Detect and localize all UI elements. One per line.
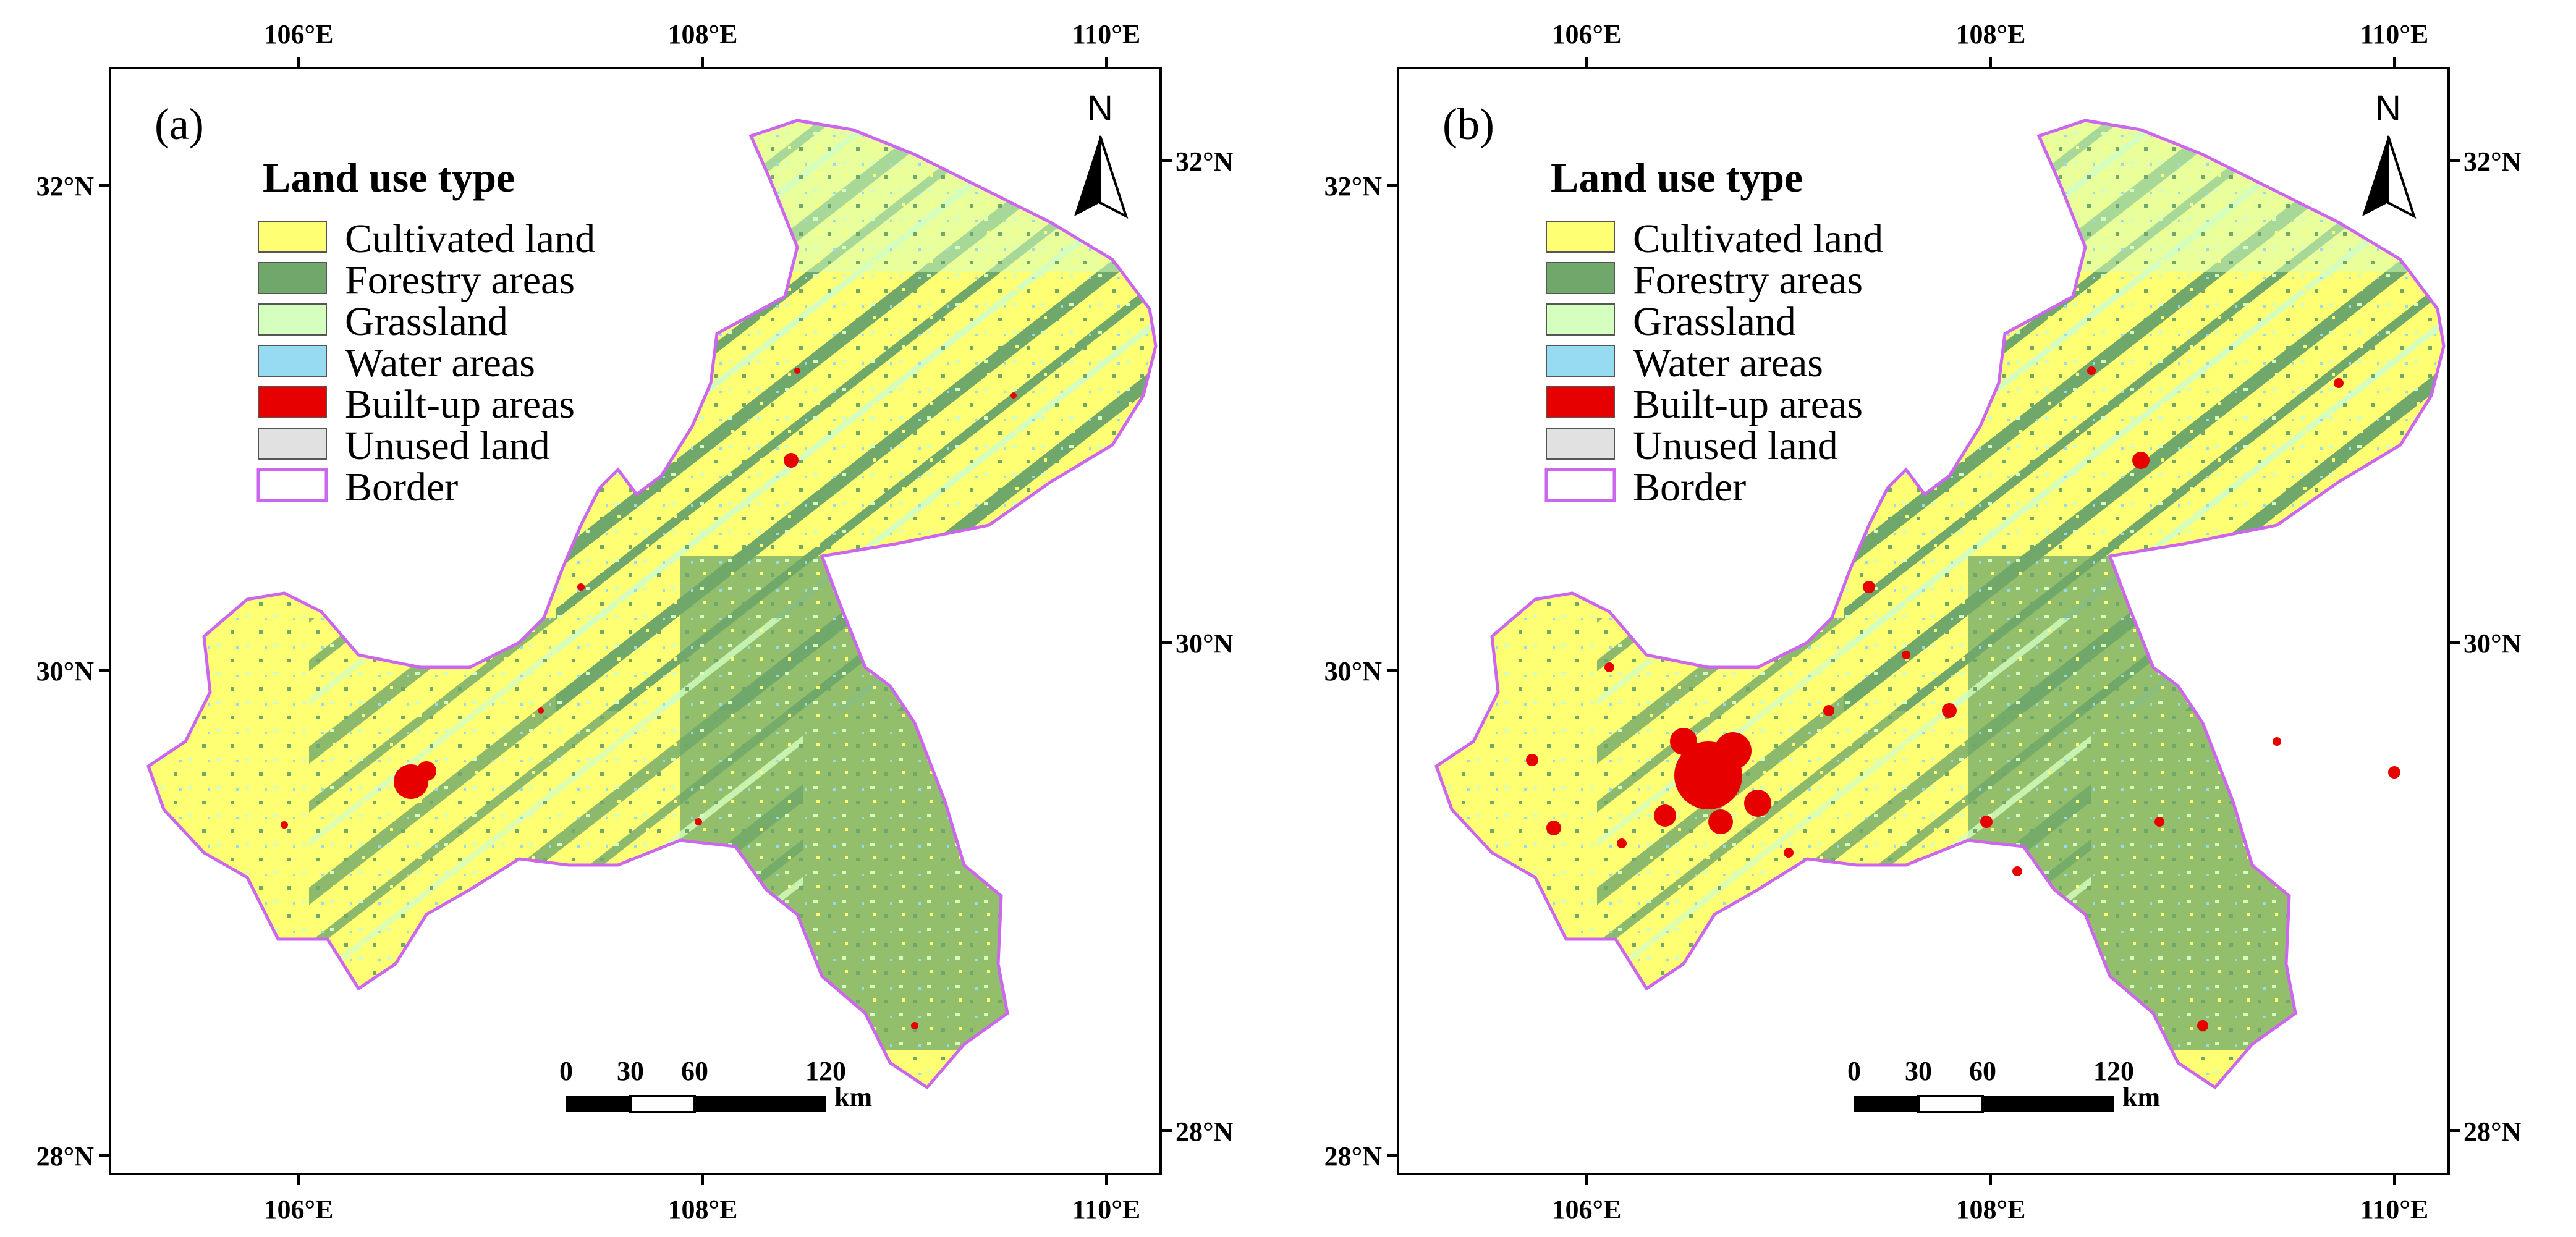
legend-item-grassland: Grassland	[345, 299, 508, 344]
legend-item-unused: Unused land	[345, 423, 550, 468]
lat-tick-left-2: 30°N	[36, 656, 95, 686]
map-svg-b: 106°E 108°E 110°E 106°E 108°E 110°E 32°N…	[1324, 19, 2522, 1225]
scale-bar	[1854, 1095, 2114, 1113]
lat-tick-right-2: 30°N	[2464, 628, 2522, 659]
legend-item-forestry: Forestry areas	[1633, 258, 1863, 303]
legend-swatch-built-up	[1546, 386, 1615, 418]
legend-item-border: Border	[345, 465, 458, 510]
legend-swatch-cultivated	[1546, 221, 1615, 253]
legend-item-forestry: Forestry areas	[345, 258, 575, 303]
legend-item-water: Water areas	[345, 340, 535, 386]
lat-tick-left-2: 30°N	[1324, 656, 1383, 686]
scale-tick-60: 60	[1969, 1056, 1996, 1086]
legend-swatch-built-up	[258, 386, 327, 418]
panel-label: (b)	[1443, 99, 1494, 149]
legend-item-water: Water areas	[1633, 340, 1823, 386]
lat-tick-right-3: 28°N	[1176, 1117, 1234, 1147]
lon-tick-bottom-3: 110°E	[1072, 1194, 1141, 1225]
lat-tick-right-2: 30°N	[1176, 628, 1234, 659]
panel-label: (a)	[155, 99, 204, 149]
lat-tick-right-1: 32°N	[1176, 146, 1234, 177]
frame-ticks	[99, 57, 1172, 1185]
legend-swatch-border	[256, 468, 328, 502]
lat-tick-left-1: 32°N	[36, 171, 95, 201]
built-up-patches	[281, 368, 1017, 1029]
legend-item-border: Border	[1633, 465, 1746, 510]
legend-swatch-grassland	[258, 303, 327, 336]
legend-title: Land use type	[1551, 154, 1803, 201]
legend-item-grassland: Grassland	[1633, 299, 1796, 344]
lon-tick-bottom-2: 108°E	[668, 1194, 738, 1225]
scale-tick-30: 30	[617, 1056, 644, 1086]
lat-tick-left-3: 28°N	[1324, 1141, 1383, 1172]
legend: Cultivated land Forestry areas Grassland…	[1544, 216, 1883, 510]
lon-tick-bottom-1: 106°E	[264, 1194, 334, 1225]
built-up-patches	[1526, 366, 2400, 1031]
legend-item-built-up: Built-up areas	[345, 382, 575, 427]
legend-title: Land use type	[263, 154, 515, 201]
map-svg-a: 106°E 108°E 110°E 106°E 108°E 110°E 32°N…	[36, 19, 1234, 1225]
scale-tick-30: 30	[1905, 1056, 1932, 1086]
scale-tick-0: 0	[1847, 1056, 1861, 1086]
north-label: N	[1087, 88, 1113, 129]
legend-swatch-forestry	[258, 262, 327, 294]
north-arrow-icon	[1074, 135, 1129, 219]
legend-item-unused: Unused land	[1633, 423, 1838, 468]
legend-swatch-unused	[258, 428, 327, 460]
north-arrow-icon	[2362, 135, 2417, 219]
lon-tick-top-3: 110°E	[2360, 19, 2429, 49]
scale-tick-60: 60	[681, 1056, 708, 1086]
lat-tick-left-1: 32°N	[1324, 171, 1383, 201]
scale-tick-120: 120	[2093, 1056, 2134, 1086]
legend-swatch-border	[1544, 468, 1616, 502]
frame-ticks	[1387, 57, 2460, 1185]
legend-item-built-up: Built-up areas	[1633, 382, 1863, 427]
scale-unit: km	[834, 1082, 872, 1112]
scale-bar	[566, 1095, 826, 1113]
legend-swatch-water	[258, 345, 327, 377]
lon-tick-top-2: 108°E	[1956, 19, 2026, 49]
scale-tick-120: 120	[805, 1056, 846, 1086]
lon-tick-bottom-3: 110°E	[2360, 1194, 2429, 1225]
lon-tick-top-1: 106°E	[1552, 19, 1622, 49]
legend-swatch-forestry	[1546, 262, 1615, 294]
lat-tick-right-1: 32°N	[2464, 146, 2522, 177]
lon-tick-top-1: 106°E	[264, 19, 334, 49]
legend-swatch-unused	[1546, 428, 1615, 460]
lon-tick-top-3: 110°E	[1072, 19, 1141, 49]
scale-tick-0: 0	[559, 1056, 573, 1086]
lon-tick-bottom-1: 106°E	[1552, 1194, 1622, 1225]
scale-unit: km	[2122, 1082, 2160, 1112]
legend-swatch-water	[1546, 345, 1615, 377]
lon-tick-top-2: 108°E	[668, 19, 738, 49]
north-label: N	[2375, 88, 2401, 129]
legend-swatch-cultivated	[258, 221, 327, 253]
lon-tick-bottom-2: 108°E	[1956, 1194, 2026, 1225]
map-panel-b: 106°E 108°E 110°E 106°E 108°E 110°E 32°N…	[1288, 0, 2576, 1237]
lat-tick-left-3: 28°N	[36, 1141, 95, 1172]
legend: Cultivated land Forestry areas Grassland…	[256, 216, 595, 510]
legend-item-cultivated: Cultivated land	[1633, 216, 1883, 261]
lat-tick-right-3: 28°N	[2464, 1117, 2522, 1147]
legend-swatch-grassland	[1546, 303, 1615, 336]
map-panel-a: 106°E 108°E 110°E 106°E 108°E 110°E 32°N…	[36, 19, 1234, 1225]
legend-item-cultivated: Cultivated land	[345, 216, 595, 261]
